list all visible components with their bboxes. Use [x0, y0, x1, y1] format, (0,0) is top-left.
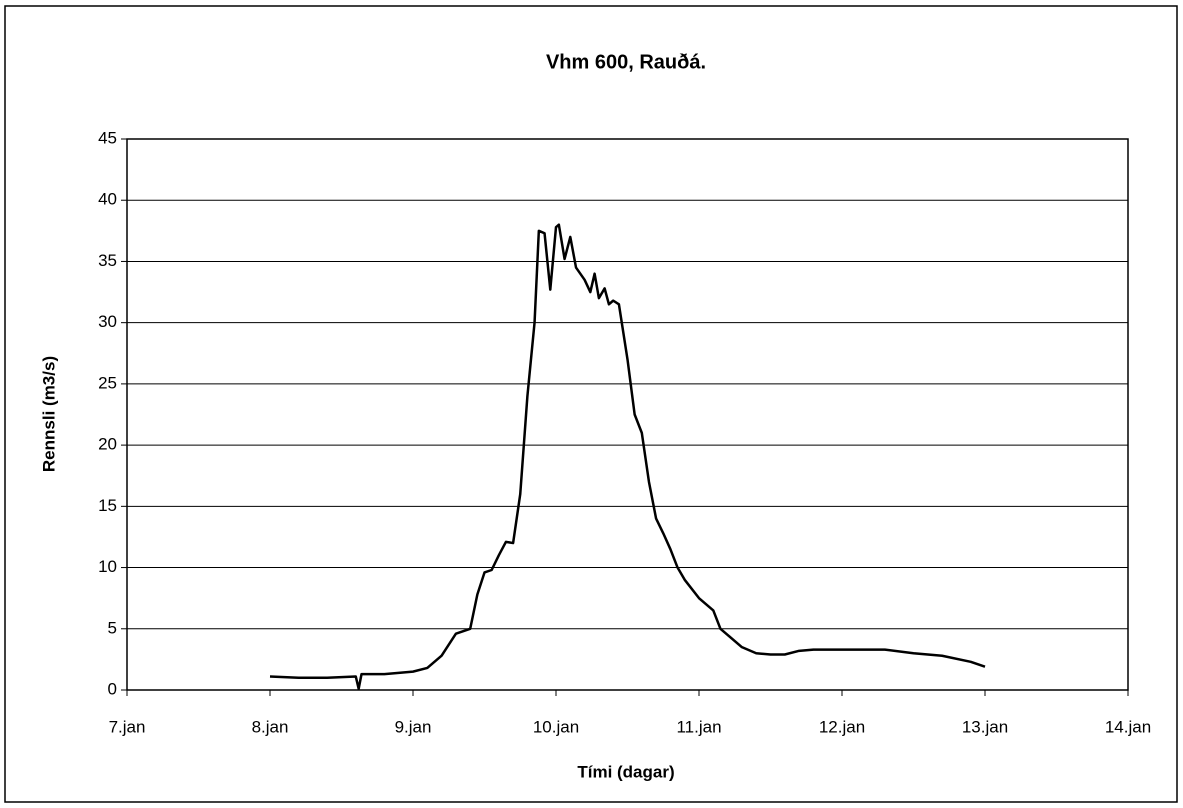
chart-title: Vhm 600, Rauðá.	[546, 51, 706, 73]
y-tick-label: 20	[98, 435, 117, 454]
x-tick-label: 10.jan	[533, 717, 579, 736]
chart-frame	[4, 5, 1178, 803]
y-axis-title: Rennsli (m3/s)	[39, 356, 58, 472]
y-tick-label: 10	[98, 557, 117, 576]
y-tick-label: 30	[98, 312, 117, 331]
line-series	[269, 223, 986, 691]
x-tick-label: 13.jan	[962, 717, 1008, 736]
y-tick-label: 15	[98, 496, 117, 515]
plot-area	[126, 138, 1129, 691]
y-tick-label: 45	[98, 128, 117, 147]
y-tick-label: 40	[98, 190, 117, 209]
y-tick-label: 5	[108, 618, 117, 637]
x-tick-label: 9.jan	[395, 717, 432, 736]
x-tick-label: 14.jan	[1105, 717, 1151, 736]
x-tick-label: 12.jan	[819, 717, 865, 736]
x-tick-label: 7.jan	[109, 717, 146, 736]
y-tick-label: 25	[98, 373, 117, 392]
x-tick-label: 11.jan	[676, 717, 721, 736]
x-tick-label: 8.jan	[252, 717, 289, 736]
y-tick-label: 0	[108, 679, 117, 698]
x-axis-title: Tími (dagar)	[577, 762, 674, 781]
y-tick-label: 35	[98, 251, 117, 270]
